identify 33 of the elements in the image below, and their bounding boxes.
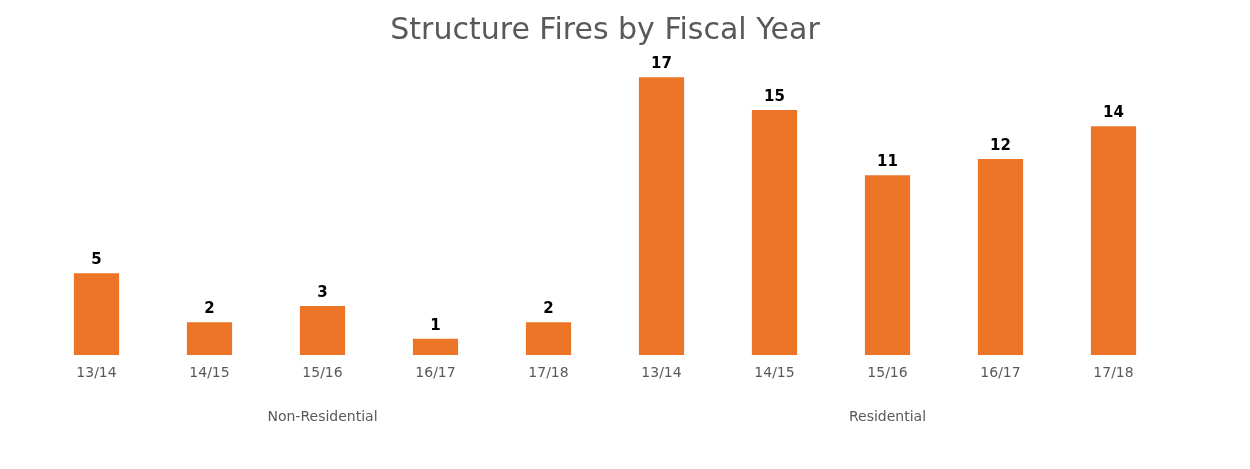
- x-tick-label: 13/14: [76, 363, 117, 380]
- bar: [525, 322, 572, 355]
- bar: [751, 109, 798, 355]
- bar: [977, 158, 1024, 355]
- data-label: 11: [877, 152, 898, 171]
- x-tick-label: 15/16: [302, 363, 343, 380]
- x-tick-label: 15/16: [867, 363, 908, 380]
- data-label: 2: [543, 299, 554, 318]
- data-label: 2: [204, 299, 215, 318]
- x-tick-label: 14/15: [754, 363, 795, 380]
- x-tick-label: 16/17: [980, 363, 1021, 380]
- x-tick-label: 17/18: [1093, 363, 1134, 380]
- text: Non-Residential: [267, 408, 378, 424]
- data-label: 5: [91, 250, 102, 269]
- data-label: 1: [430, 315, 441, 334]
- bar: [1090, 126, 1137, 355]
- x-tick-label: 13/14: [641, 363, 682, 380]
- data-label: 14: [1103, 103, 1124, 122]
- bar: [299, 305, 346, 355]
- data-label: 15: [764, 86, 785, 105]
- text: Residential: [848, 408, 927, 424]
- chart-title: Structure Fires by Fiscal Year: [390, 11, 821, 46]
- data-label: 3: [317, 282, 328, 301]
- x-tick-label: 14/15: [189, 363, 230, 380]
- bar: [864, 175, 911, 355]
- bar: [73, 273, 120, 355]
- data-label: 17: [651, 54, 672, 73]
- bar: [412, 338, 459, 355]
- bar: [186, 322, 233, 355]
- bar: [638, 77, 685, 355]
- x-tick-label: 17/18: [528, 363, 569, 380]
- x-tick-label: 16/17: [415, 363, 456, 380]
- data-label: 12: [990, 135, 1011, 154]
